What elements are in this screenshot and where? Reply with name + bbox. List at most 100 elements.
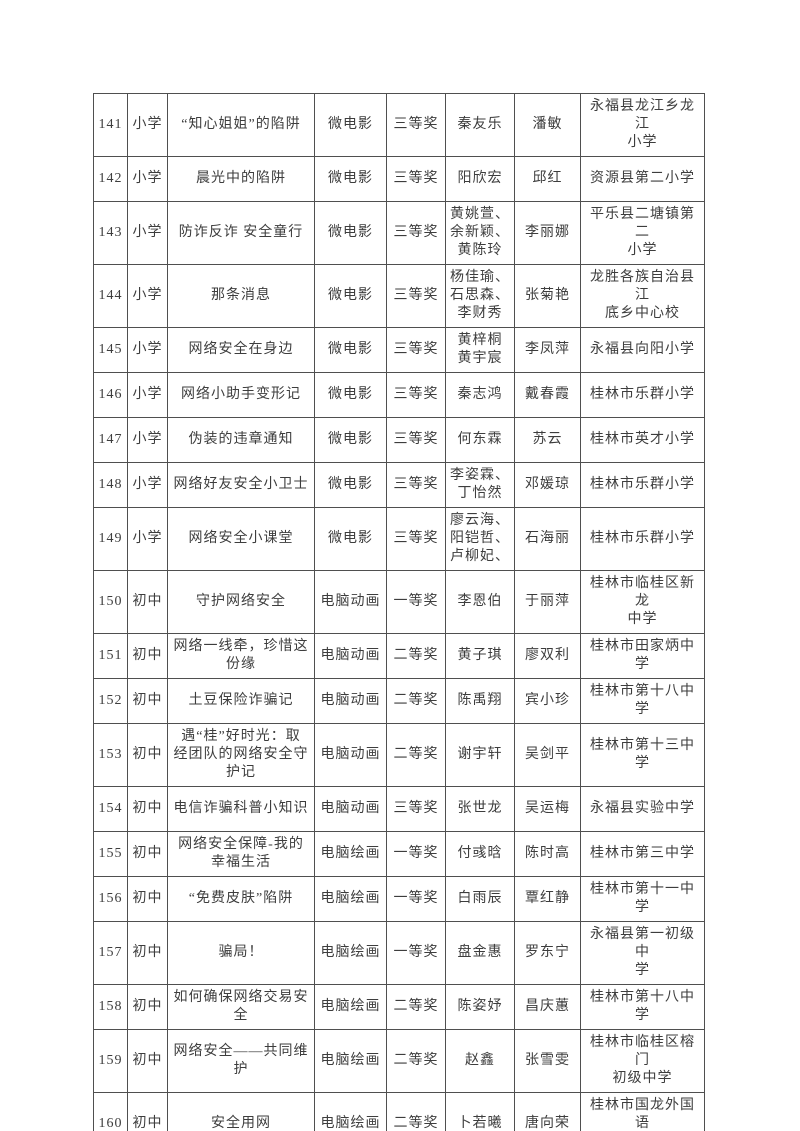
cell-authors: 谢宇轩 xyxy=(445,723,515,787)
cell-award: 一等奖 xyxy=(386,831,446,877)
cell-teacher: 戴春霞 xyxy=(514,372,581,418)
cell-no: 160 xyxy=(93,1092,128,1131)
cell-no: 158 xyxy=(93,984,128,1030)
cell-award: 二等奖 xyxy=(386,984,446,1030)
cell-title: “知心姐姐”的陷阱 xyxy=(167,93,315,157)
cell-school: 桂林市乐群小学 xyxy=(580,507,705,571)
cell-school: 桂林市乐群小学 xyxy=(580,462,705,508)
cell-teacher: 罗东宁 xyxy=(514,921,581,985)
cell-level: 初中 xyxy=(127,633,168,679)
cell-authors: 廖云海、 阳铠哲、 卢柳妃、 xyxy=(445,507,515,571)
cell-type: 微电影 xyxy=(314,264,387,328)
cell-award: 二等奖 xyxy=(386,678,446,724)
cell-school: 桂林市第三中学 xyxy=(580,831,705,877)
cell-award: 三等奖 xyxy=(386,201,446,265)
cell-type: 电脑绘画 xyxy=(314,1029,387,1093)
table-row: 145 小学 网络安全在身边 微电影 三等奖 黄梓桐 黄宇宸 李凤萍 永福县向阳小学 xyxy=(93,327,705,373)
cell-school: 龙胜各族自治县江 底乡中心校 xyxy=(580,264,705,328)
cell-type: 电脑动画 xyxy=(314,633,387,679)
cell-school: 平乐县二塘镇第二 小学 xyxy=(580,201,705,265)
cell-school: 桂林市临桂区新龙 中学 xyxy=(580,570,705,634)
cell-no: 147 xyxy=(93,417,128,463)
cell-no: 144 xyxy=(93,264,128,328)
cell-authors: 张世龙 xyxy=(445,786,515,832)
cell-award: 三等奖 xyxy=(386,327,446,373)
table-row: 151 初中 网络一线牵，珍惜这 份缘 电脑动画 二等奖 黄子琪 廖双利 桂林市田家炳中学 xyxy=(93,633,705,679)
cell-type: 电脑绘画 xyxy=(314,1092,387,1131)
cell-title: 电信诈骗科普小知识 xyxy=(167,786,315,832)
cell-title: 网络安全小课堂 xyxy=(167,507,315,571)
cell-award: 三等奖 xyxy=(386,417,446,463)
cell-no: 156 xyxy=(93,876,128,922)
cell-title: 网络安全——共同维 护 xyxy=(167,1029,315,1093)
cell-award: 二等奖 xyxy=(386,723,446,787)
table-row: 156 初中 “免费皮肤”陷阱 电脑绘画 一等奖 白雨辰 覃红静 桂林市第十一中学 xyxy=(93,876,705,922)
cell-no: 141 xyxy=(93,93,128,157)
table-row: 143 小学 防诈反诈 安全童行 微电影 三等奖 黄姚萱、 余新颖、 黄陈玲 李丽娜 平乐县二… xyxy=(93,201,705,265)
cell-title: 安全用网 xyxy=(167,1092,315,1131)
awards-table-body: 141 小学 “知心姐姐”的陷阱 微电影 三等奖 秦友乐 潘敏 永福县龙江乡龙江 小学 142 小… xyxy=(93,93,705,1131)
cell-title: 网络安全保障-我的 幸福生活 xyxy=(167,831,315,877)
cell-school: 永福县第一初级中 学 xyxy=(580,921,705,985)
cell-no: 157 xyxy=(93,921,128,985)
cell-authors: 杨佳瑜、 石思森、 李财秀 xyxy=(445,264,515,328)
cell-no: 159 xyxy=(93,1029,128,1093)
cell-teacher: 于丽萍 xyxy=(514,570,581,634)
cell-title: 网络一线牵，珍惜这 份缘 xyxy=(167,633,315,679)
cell-teacher: 潘敏 xyxy=(514,93,581,157)
cell-teacher: 宾小珍 xyxy=(514,678,581,724)
cell-level: 小学 xyxy=(127,201,168,265)
cell-authors: 盘金惠 xyxy=(445,921,515,985)
cell-school: 桂林市临桂区榕门 初级中学 xyxy=(580,1029,705,1093)
cell-title: 网络好友安全小卫士 xyxy=(167,462,315,508)
table-row: 142 小学 晨光中的陷阱 微电影 三等奖 阳欣宏 邱红 资源县第二小学 xyxy=(93,156,705,202)
cell-type: 电脑动画 xyxy=(314,570,387,634)
cell-school: 桂林市田家炳中学 xyxy=(580,633,705,679)
cell-authors: 秦友乐 xyxy=(445,93,515,157)
cell-type: 电脑动画 xyxy=(314,723,387,787)
cell-level: 初中 xyxy=(127,1092,168,1131)
cell-teacher: 李凤萍 xyxy=(514,327,581,373)
cell-teacher: 吴运梅 xyxy=(514,786,581,832)
cell-teacher: 昌庆蕙 xyxy=(514,984,581,1030)
cell-no: 146 xyxy=(93,372,128,418)
cell-no: 150 xyxy=(93,570,128,634)
cell-award: 三等奖 xyxy=(386,462,446,508)
cell-no: 145 xyxy=(93,327,128,373)
table-row: 144 小学 那条消息 微电影 三等奖 杨佳瑜、 石思森、 李财秀 张菊艳 龙胜各族自治县江 … xyxy=(93,264,705,328)
cell-type: 电脑绘画 xyxy=(314,876,387,922)
cell-authors: 黄梓桐 黄宇宸 xyxy=(445,327,515,373)
cell-authors: 黄子琪 xyxy=(445,633,515,679)
cell-title: 网络安全在身边 xyxy=(167,327,315,373)
cell-authors: 李姿霖、 丁怡然 xyxy=(445,462,515,508)
cell-level: 初中 xyxy=(127,570,168,634)
cell-award: 三等奖 xyxy=(386,507,446,571)
cell-school: 资源县第二小学 xyxy=(580,156,705,202)
cell-type: 微电影 xyxy=(314,372,387,418)
cell-no: 154 xyxy=(93,786,128,832)
cell-authors: 白雨辰 xyxy=(445,876,515,922)
cell-title: 网络小助手变形记 xyxy=(167,372,315,418)
cell-level: 初中 xyxy=(127,723,168,787)
cell-award: 一等奖 xyxy=(386,921,446,985)
cell-no: 142 xyxy=(93,156,128,202)
cell-authors: 何东霖 xyxy=(445,417,515,463)
cell-award: 三等奖 xyxy=(386,93,446,157)
cell-title: 那条消息 xyxy=(167,264,315,328)
cell-teacher: 覃红静 xyxy=(514,876,581,922)
cell-type: 电脑绘画 xyxy=(314,921,387,985)
cell-teacher: 张雪雯 xyxy=(514,1029,581,1093)
table-row: 147 小学 伪装的违章通知 微电影 三等奖 何东霖 苏云 桂林市英才小学 xyxy=(93,417,705,463)
cell-award: 三等奖 xyxy=(386,156,446,202)
cell-teacher: 邓媛琼 xyxy=(514,462,581,508)
cell-level: 初中 xyxy=(127,786,168,832)
cell-no: 153 xyxy=(93,723,128,787)
cell-authors: 黄姚萱、 余新颖、 黄陈玲 xyxy=(445,201,515,265)
cell-no: 149 xyxy=(93,507,128,571)
cell-type: 微电影 xyxy=(314,462,387,508)
cell-award: 二等奖 xyxy=(386,1029,446,1093)
table-row: 152 初中 土豆保险诈骗记 电脑动画 二等奖 陈禹翔 宾小珍 桂林市第十八中学 xyxy=(93,678,705,724)
cell-level: 初中 xyxy=(127,876,168,922)
table-row: 153 初中 遇“桂”好时光：取 经团队的网络安全守 护记 电脑动画 二等奖 谢宇轩 吴剑平… xyxy=(93,723,705,787)
cell-level: 初中 xyxy=(127,984,168,1030)
